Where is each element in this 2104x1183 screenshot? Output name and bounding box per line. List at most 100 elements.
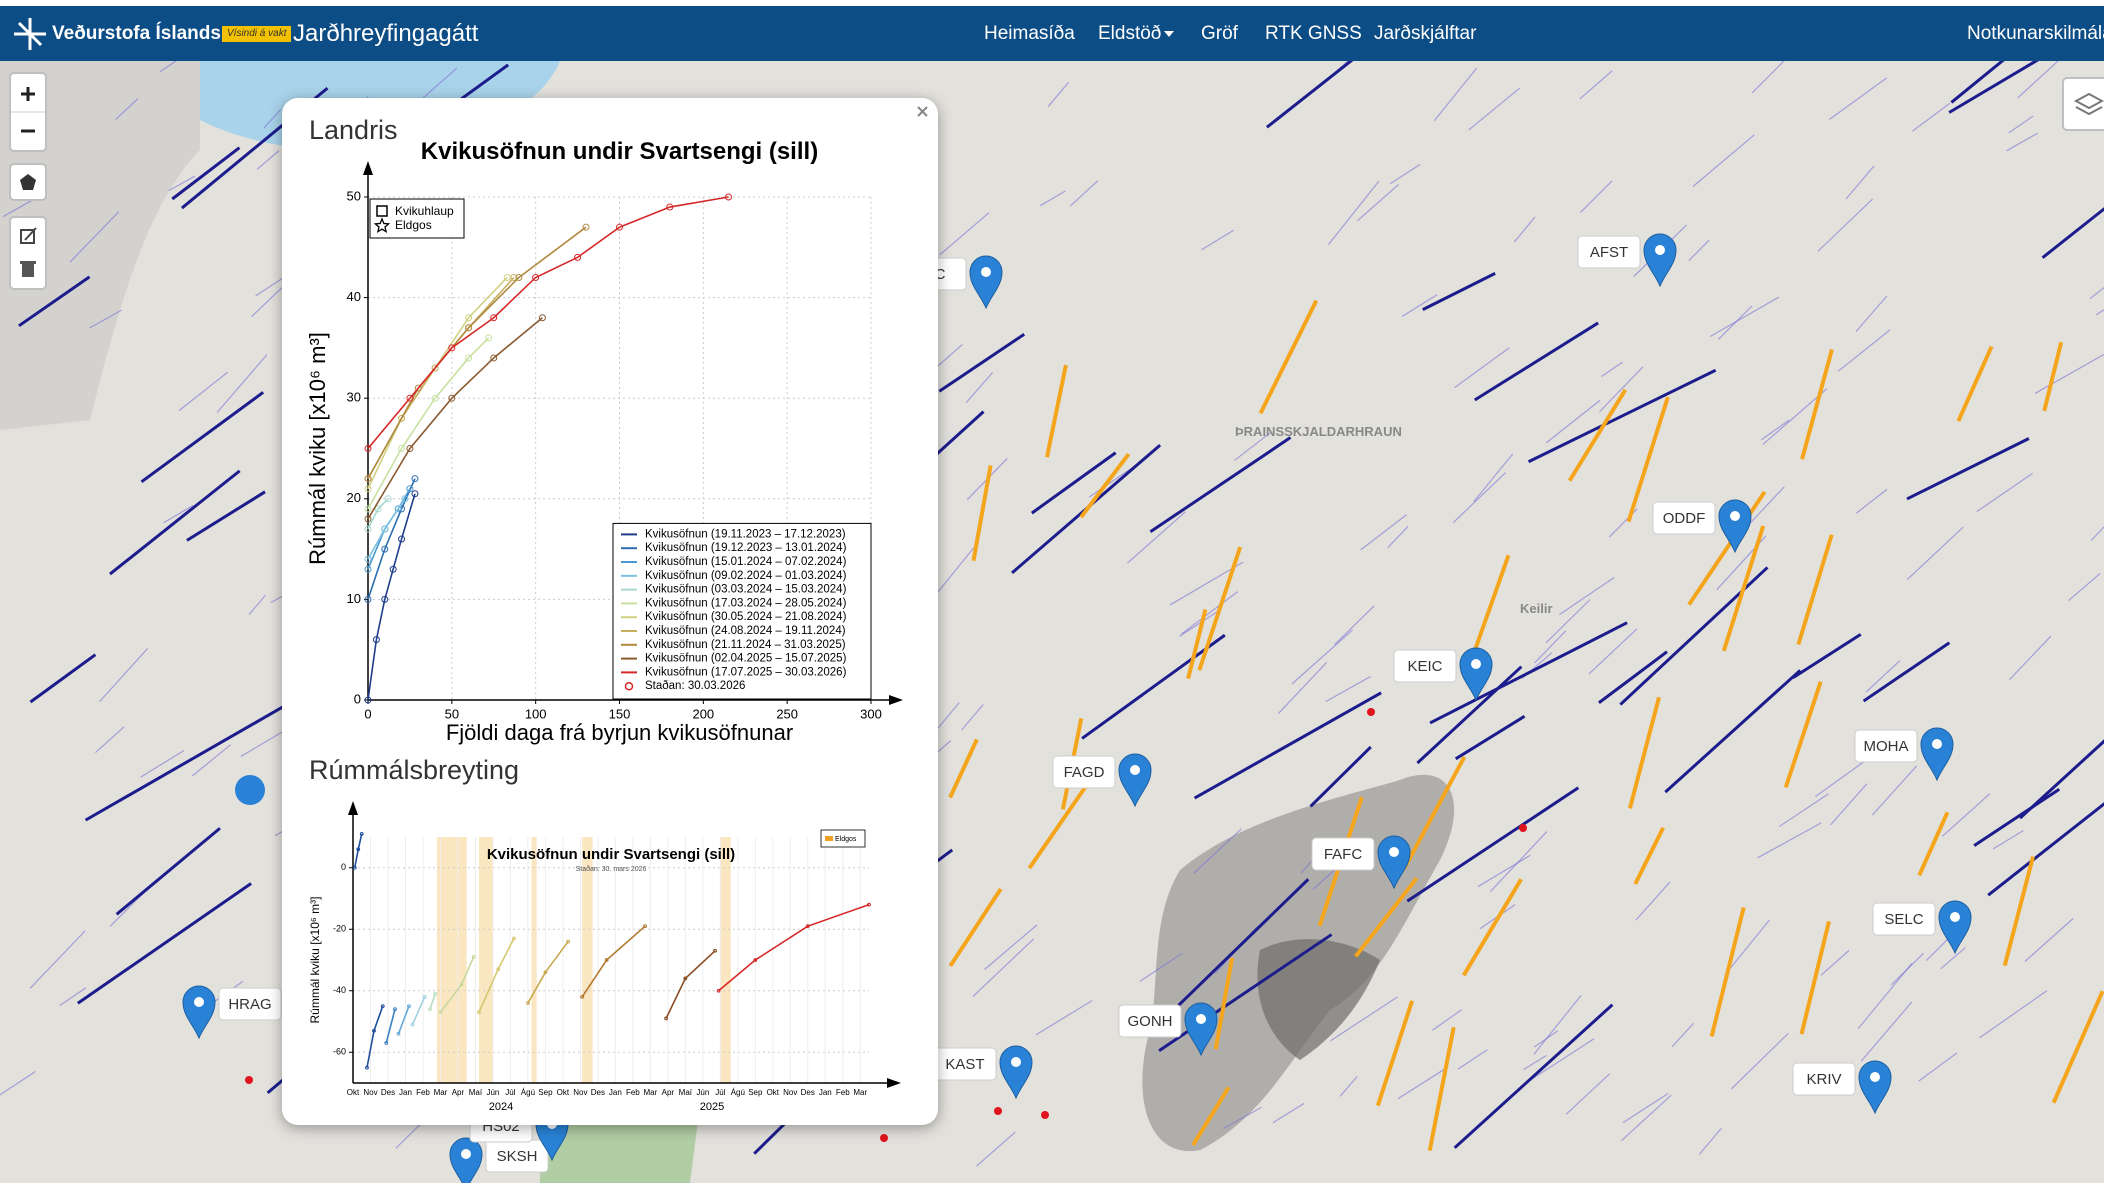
nav-link[interactable]: Notkunarskilmála: [1967, 23, 2104, 44]
fault: [1030, 451, 1117, 515]
minor-fault: [1069, 180, 1099, 207]
series-point: [381, 595, 389, 603]
minor-fault: [2006, 132, 2039, 152]
station[interactable]: FAGD: [1052, 753, 1152, 808]
fissure: [2051, 990, 2104, 1104]
minor-fault: [216, 354, 268, 413]
station-label: FAGD: [1064, 764, 1105, 781]
minor-fault: [2090, 526, 2104, 541]
station[interactable]: SELC: [1872, 900, 1972, 955]
minor-fault: [1588, 628, 1638, 675]
x-tick-label: 100: [525, 706, 547, 721]
series-point: [538, 314, 546, 322]
fault: [84, 705, 284, 822]
minor-fault: [1534, 630, 1567, 664]
minor-fault: [1201, 229, 1234, 251]
nav-link[interactable]: Jarðskjálftar: [1374, 23, 1477, 44]
earthquake-dot: [880, 1134, 888, 1142]
legend-symbol: [376, 205, 388, 217]
close-button[interactable]: [917, 106, 928, 117]
station[interactable]: FAFC: [1311, 835, 1411, 890]
fault: [1149, 436, 1292, 534]
minor-fault: [1820, 950, 1850, 976]
x-tick-label: Okt: [767, 1088, 780, 1097]
minor-fault: [1473, 453, 1514, 503]
brand[interactable]: Veðurstofa Íslands: [52, 23, 221, 44]
draw-polygon[interactable]: [9, 163, 47, 201]
nav-link[interactable]: Gröf: [1201, 23, 1238, 44]
x-tick-label: 200: [692, 706, 714, 721]
station[interactable]: HRAG: [182, 985, 282, 1040]
series-point: [396, 1031, 401, 1036]
station-marker: [1643, 233, 1677, 288]
fault: [76, 882, 252, 1005]
x-tick-label: Sep: [538, 1088, 553, 1097]
station-label-box: [1792, 1062, 1856, 1096]
minor-fault: [1778, 793, 1829, 828]
nav-link[interactable]: Heimasíða: [984, 23, 1075, 44]
fault: [18, 275, 91, 328]
series-point: [485, 334, 493, 342]
series-point: [543, 970, 548, 975]
minor-fault: [965, 371, 994, 404]
y-tick-label: -60: [333, 1047, 346, 1057]
series-point: [401, 495, 409, 503]
y-tick-label: -40: [333, 985, 346, 995]
station-marker: [1718, 499, 1752, 554]
station-marker: [1920, 727, 1954, 782]
fault: [1422, 272, 1496, 311]
legend-label: Kvikusöfnun (30.05.2024 – 21.08.2024): [645, 611, 847, 623]
section-title: Rúmmálsbreyting: [309, 755, 519, 785]
edit-icons[interactable]: [11, 218, 45, 288]
series-point: [503, 273, 511, 281]
series-line: [366, 1005, 384, 1068]
fault: [1973, 787, 2061, 847]
station[interactable]: KRIV: [1792, 1060, 1892, 1115]
fissure: [1799, 920, 1831, 1035]
x-tick-label: Jan: [609, 1088, 622, 1097]
minor-fault: [2034, 353, 2104, 394]
series-line: [527, 941, 569, 1004]
urban-area: [0, 61, 200, 430]
fault: [1454, 714, 1526, 761]
minor-fault: [961, 704, 984, 731]
station-label-box: [218, 987, 282, 1021]
station[interactable]: MOHA: [1854, 727, 1954, 782]
minor-fault: [1692, 134, 1755, 187]
fissure: [1213, 957, 1235, 1050]
station[interactable]: GONH: [1118, 1002, 1218, 1057]
nav-link[interactable]: RTK GNSS: [1265, 23, 1362, 44]
eruption-span: [436, 837, 467, 1083]
station[interactable]: AFST: [1577, 233, 1677, 288]
x-tick-label: Apr: [452, 1088, 465, 1097]
layers-control[interactable]: [2062, 77, 2104, 131]
series-point: [574, 253, 582, 261]
station[interactable]: SKSH: [449, 1137, 549, 1183]
minor-fault: [163, 504, 194, 524]
series-point: [364, 696, 372, 704]
section-title: Landris: [309, 115, 398, 145]
minor-fault: [1291, 629, 1353, 685]
series-point: [393, 1007, 397, 1012]
series-point: [398, 535, 406, 543]
x-tick-label: Nov: [573, 1088, 587, 1097]
series-point: [867, 902, 871, 907]
legend-swatch: [624, 681, 634, 691]
nav-dropdown[interactable]: Eldstöð: [1098, 23, 1162, 44]
fissure: [1917, 811, 1950, 877]
station-label-box: [1854, 729, 1918, 763]
logo[interactable]: [10, 14, 50, 54]
series-point: [407, 1004, 411, 1009]
station[interactable]: KAST: [933, 1045, 1033, 1100]
station[interactable]: KEIC: [1393, 647, 1493, 702]
app-title[interactable]: Jarðhreyfingagátt: [293, 20, 479, 47]
station[interactable]: ODDF: [1652, 499, 1752, 554]
minor-fault: [1762, 388, 1828, 445]
series-point: [380, 1004, 385, 1009]
minor-fault: [1559, 577, 1615, 616]
zoom-icons[interactable]: [11, 74, 45, 150]
minor-fault: [2095, 309, 2104, 316]
minor-fault: [1433, 67, 1478, 122]
minor-fault: [939, 212, 990, 256]
badge: Vísindi á vakt: [222, 26, 292, 42]
